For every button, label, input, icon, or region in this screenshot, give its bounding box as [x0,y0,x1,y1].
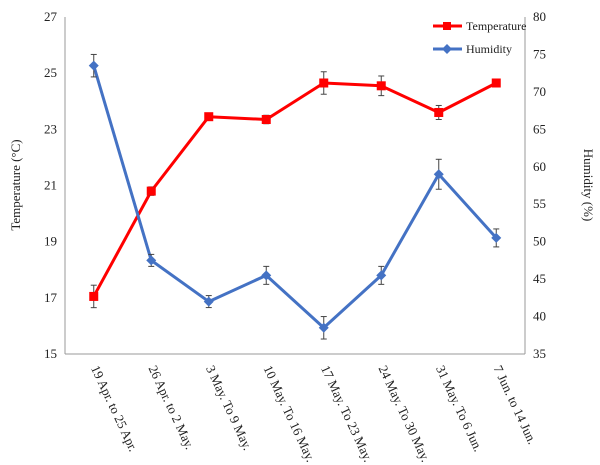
x-tick-label: 7 Jun. to 14 Jun. [491,363,541,447]
y2-tick-label: 80 [533,9,546,24]
humidity-point [261,270,272,281]
series-temperature [89,71,501,309]
y-tick-label: 23 [44,121,57,136]
y-tick-label: 25 [44,65,57,80]
y2-tick-label: 60 [533,159,546,174]
y2-axis-title: Humidity (%) [581,149,596,222]
x-tick-label: 3 May. To 9 May. [203,363,255,453]
legend-humidity-label: Humidity [466,42,512,56]
y-axis-title: Temperature (°C) [8,139,23,230]
x-tick-label: 19 Apr. to 25 Apr. [88,363,141,454]
temperature-line [92,81,497,298]
y2-tick-label: 65 [533,121,546,136]
x-tick-label: 17 May. To 23 May. [318,363,376,464]
tick-labels: 15 17 19 21 23 25 27 35 40 45 50 55 60 65 70 75 80 19 Apr… [44,9,546,464]
legend-humidity-marker [442,44,452,54]
axes [64,17,526,355]
x-tick-label: 31 May. To 6 Jun. [433,363,486,454]
series-layer [88,53,502,340]
x-tick-label: 10 May. To 16 May. [261,363,319,464]
y2-tick-label: 55 [533,196,546,211]
temperature-point [204,112,214,122]
humidity-point [376,270,387,281]
humidity-point [491,232,502,243]
series-humidity [88,53,502,340]
temperature-point [319,78,329,88]
temperature-point [491,78,501,88]
humidity-line [92,65,498,330]
legend-temperature-label: Temperature [466,19,526,33]
legend-temperature-marker [443,22,451,30]
y-tick-label: 27 [44,9,58,24]
y-tick-label: 17 [44,290,58,305]
temperature-point [146,186,156,196]
temperature-point [261,115,271,125]
legend: Temperature Humidity [433,19,526,56]
temperature-point [89,291,99,301]
y-tick-label: 15 [44,346,57,361]
y2-tick-label: 35 [533,346,546,361]
y-tick-label: 21 [44,178,57,193]
y2-tick-label: 75 [533,46,546,61]
temperature-point [434,107,444,117]
humidity-point [88,60,99,71]
x-tick-label: 26 Apr. to 2 May. [146,363,198,452]
y2-tick-label: 70 [533,84,546,99]
humidity-point [318,322,329,333]
y2-tick-label: 50 [533,234,546,249]
humidity-point [146,255,157,266]
humidity-point [433,169,444,180]
y2-tick-label: 45 [533,271,546,286]
temperature-point [376,81,386,91]
humidity-point [203,296,214,307]
y-tick-label: 19 [44,234,57,249]
x-tick-label: 24 May. To 30 May. [376,363,434,464]
y2-tick-label: 40 [533,309,546,324]
